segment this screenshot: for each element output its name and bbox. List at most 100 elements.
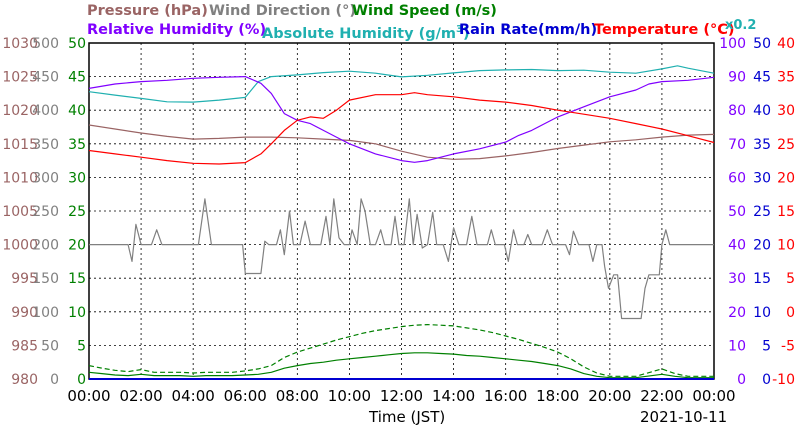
y-tick-wind-direction: 450 — [32, 70, 59, 86]
legend-abs-multiplier: x0.2 — [725, 18, 757, 33]
y-tick-rain-rate: 25 — [753, 204, 771, 220]
y-tick-wind-direction: 150 — [32, 271, 59, 287]
y-tick-rain-rate: 10 — [753, 305, 771, 321]
y-tick-relative-humidity: 80 — [728, 103, 746, 119]
y-tick-wind-direction: 100 — [32, 305, 59, 321]
legend-absolute-humidity-sup: 3 — [456, 24, 463, 35]
y-tick-temperature: 15 — [777, 204, 795, 220]
series-line-wind-direction — [89, 198, 714, 320]
y-tick-wind-direction: 50 — [41, 338, 59, 354]
y-tick-temperature: 30 — [777, 103, 795, 119]
y-tick-pressure: 985 — [11, 338, 38, 354]
y-tick-temperature: 25 — [777, 137, 795, 153]
y-tick-relative-humidity: 20 — [728, 305, 746, 321]
y-tick-relative-humidity: 50 — [728, 204, 746, 220]
legend-wind-speed: Wind Speed (m/s) — [352, 3, 497, 19]
y-tick-wind-speed: 5 — [77, 338, 86, 354]
y-tick-wind-direction: 250 — [32, 204, 59, 220]
x-tick-label: 00:00 — [67, 387, 110, 405]
y-tick-rain-rate: 40 — [753, 103, 771, 119]
series-line-absolute-humidity-g-m — [88, 65, 715, 103]
x-tick-label: 18:00 — [536, 387, 579, 405]
series-line-pressure-hpa — [88, 124, 715, 160]
y-tick-temperature: 20 — [777, 170, 795, 186]
y-tick-relative-humidity: 10 — [728, 338, 746, 354]
y-tick-temperature: -10 — [772, 372, 795, 388]
legend-pressure: Pressure (hPa) — [87, 3, 208, 19]
y-tick-rain-rate: 0 — [762, 372, 771, 388]
y-tick-wind-speed: 45 — [68, 70, 86, 86]
y-tick-rain-rate: 5 — [762, 338, 771, 354]
x-tick-label: 06:00 — [224, 387, 267, 405]
legend-relative-humidity: Relative Humidity (%) — [87, 22, 267, 38]
y-tick-rain-rate: 20 — [753, 238, 771, 254]
y-tick-temperature: -5 — [781, 338, 795, 354]
y-tick-wind-speed: 15 — [68, 271, 86, 287]
x-tick-label: 22:00 — [640, 387, 683, 405]
y-tick-wind-speed: 20 — [68, 238, 86, 254]
series-line-temperature-c — [88, 92, 715, 165]
y-tick-temperature: 5 — [786, 271, 795, 287]
y-tick-wind-direction: 400 — [32, 103, 59, 119]
y-tick-wind-speed: 10 — [68, 305, 86, 321]
y-tick-wind-direction: 300 — [32, 170, 59, 186]
legend-temperature: Temperature (°C) — [594, 22, 735, 38]
y-tick-pressure: 1015 — [2, 137, 38, 153]
y-tick-rain-rate: 35 — [753, 137, 771, 153]
y-tick-temperature: 0 — [786, 305, 795, 321]
legend-absolute-humidity-suffix: ) — [463, 25, 470, 42]
x-tick-label: 20:00 — [588, 387, 631, 405]
x-tick-label: 12:00 — [380, 387, 423, 405]
y-tick-pressure: 995 — [11, 271, 38, 287]
y-tick-relative-humidity: 60 — [728, 170, 746, 186]
y-tick-relative-humidity: 30 — [728, 271, 746, 287]
x-tick-label: 16:00 — [484, 387, 527, 405]
series-line-wind-speed-m-s — [88, 352, 714, 379]
y-tick-relative-humidity: 0 — [737, 372, 746, 388]
y-tick-wind-speed: 50 — [68, 36, 86, 52]
y-tick-pressure: 1020 — [2, 103, 38, 119]
legend-wind-direction: Wind Direction (°) — [209, 3, 357, 19]
x-tick-label: 14:00 — [432, 387, 475, 405]
y-tick-temperature: 40 — [777, 36, 795, 52]
y-tick-relative-humidity: 70 — [728, 137, 746, 153]
y-tick-rain-rate: 45 — [753, 70, 771, 86]
y-tick-wind-speed: 0 — [77, 372, 86, 388]
x-tick-label: 02:00 — [119, 387, 162, 405]
y-tick-pressure: 990 — [11, 305, 38, 321]
series-line-relative-humidity — [88, 76, 715, 163]
y-tick-wind-speed: 25 — [68, 204, 86, 220]
series-line-wind-speed-gust-m-s — [88, 324, 714, 377]
y-tick-temperature: 35 — [777, 70, 795, 86]
y-tick-wind-speed: 40 — [68, 103, 86, 119]
y-tick-wind-direction: 500 — [32, 36, 59, 52]
y-tick-relative-humidity: 100 — [719, 36, 746, 52]
y-tick-wind-direction: 350 — [32, 137, 59, 153]
y-tick-rain-rate: 30 — [753, 170, 771, 186]
x-axis-title: Time (JST) — [369, 408, 446, 426]
y-tick-rain-rate: 15 — [753, 271, 771, 287]
y-tick-pressure: 1030 — [2, 36, 38, 52]
y-tick-relative-humidity: 90 — [728, 70, 746, 86]
y-tick-wind-speed: 35 — [68, 137, 86, 153]
y-tick-wind-direction: 200 — [32, 238, 59, 254]
x-tick-label: 00:00 — [692, 387, 735, 405]
legend-absolute-humidity: Absolute Humidity (g/m3) — [262, 22, 470, 42]
y-tick-pressure: 980 — [11, 372, 38, 388]
x-tick-label: 04:00 — [172, 387, 215, 405]
grid-lines — [89, 43, 714, 379]
legend-rain-rate: Rain Rate(mm/h) — [459, 22, 598, 38]
series-layer — [88, 65, 715, 380]
legend-absolute-humidity-text: Absolute Humidity (g/m — [262, 25, 457, 42]
x-tick-label: 08:00 — [276, 387, 319, 405]
y-tick-pressure: 1005 — [2, 204, 38, 220]
y-tick-temperature: 10 — [777, 238, 795, 254]
date-label: 2021-10-11 — [640, 408, 728, 426]
x-tick-label: 10:00 — [328, 387, 371, 405]
y-tick-rain-rate: 50 — [753, 36, 771, 52]
y-tick-wind-speed: 30 — [68, 170, 86, 186]
y-tick-pressure: 1000 — [2, 238, 38, 254]
y-tick-pressure: 1025 — [2, 70, 38, 86]
y-tick-relative-humidity: 40 — [728, 238, 746, 254]
